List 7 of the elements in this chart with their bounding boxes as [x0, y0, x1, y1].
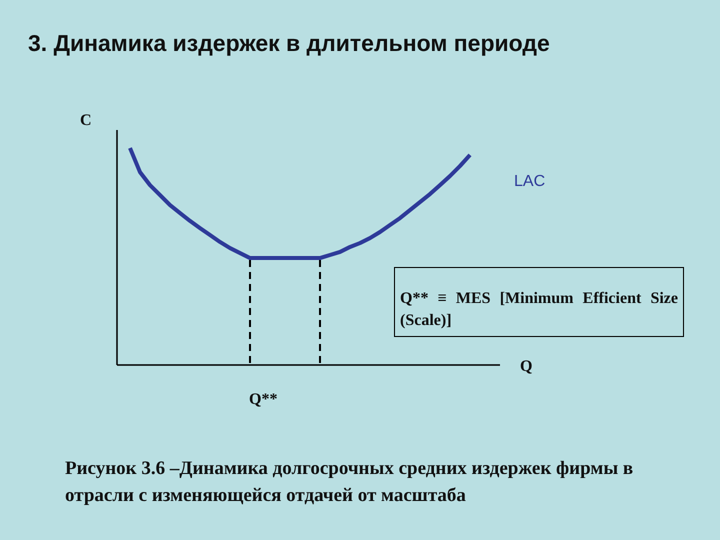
chart-title: 3. Динамика издержек в длительном периоде: [28, 30, 550, 57]
text: Рисунок 3.6 –Динамика долгосрочных средних издержек фирмы в отрасли с изменяющейся отдачей от масштаба: [65, 457, 634, 508]
text: LAC: [514, 173, 546, 191]
x-axis-title: Q: [520, 358, 532, 376]
text: Q**: [249, 391, 278, 409]
y-axis-title: C: [80, 112, 92, 130]
annotation: Q** ≡ MES [Minimum Efficient Size (Scale)]: [400, 289, 678, 331]
